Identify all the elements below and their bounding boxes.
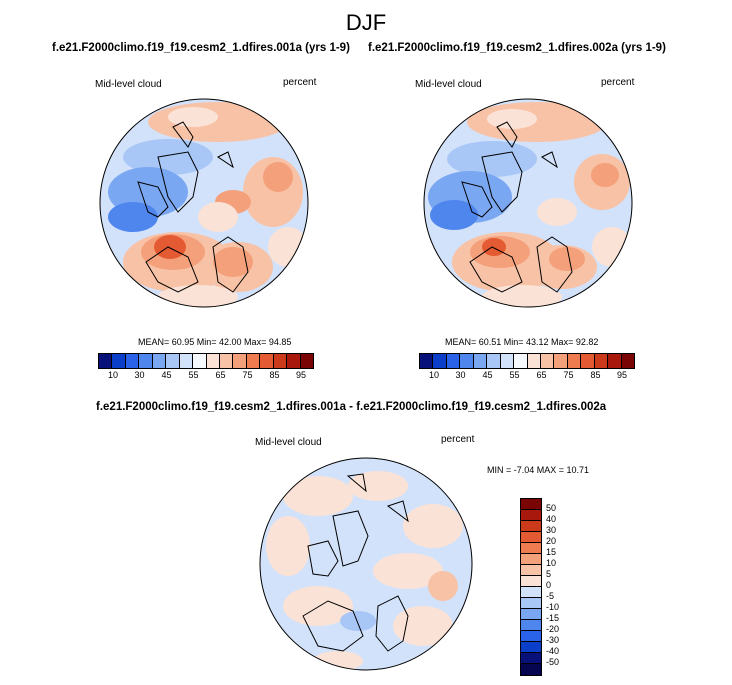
panel-left-variable: Mid-level cloud bbox=[95, 79, 162, 90]
tick: 10 bbox=[546, 558, 557, 568]
tick: 15 bbox=[546, 547, 557, 557]
case-title-diff: f.e21.F2000climo.f19_f19.cesm2_1.dfires.… bbox=[96, 401, 607, 413]
figure-title: DJF bbox=[345, 10, 387, 35]
tick: 30 bbox=[455, 370, 466, 380]
tick: 20 bbox=[546, 536, 557, 546]
tick: 5 bbox=[546, 569, 552, 579]
tick: 30 bbox=[546, 525, 557, 535]
tick: 65 bbox=[215, 370, 226, 380]
tick: -30 bbox=[546, 635, 560, 645]
map-panel-left bbox=[98, 97, 310, 309]
tick: 65 bbox=[536, 370, 547, 380]
panel-diff-units: percent bbox=[441, 434, 475, 445]
tick: 55 bbox=[188, 370, 199, 380]
tick: 0 bbox=[546, 580, 552, 590]
tick: -40 bbox=[546, 646, 560, 656]
tick: 85 bbox=[269, 370, 280, 380]
panel-diff-variable: Mid-level cloud bbox=[255, 437, 322, 448]
tick: 55 bbox=[509, 370, 520, 380]
colorbar-right-ticks: 10 30 45 55 65 75 85 95 bbox=[421, 370, 635, 380]
tick: -5 bbox=[546, 591, 555, 601]
colorbar-left-ticks: 10 30 45 55 65 75 85 95 bbox=[100, 370, 314, 380]
panel-left-units: percent bbox=[283, 77, 317, 88]
case-title-left: f.e21.F2000climo.f19_f19.cesm2_1.dfires.… bbox=[52, 42, 350, 54]
tick: -20 bbox=[546, 624, 560, 634]
tick: 75 bbox=[242, 370, 253, 380]
colorbar-left bbox=[98, 353, 314, 369]
tick: 95 bbox=[616, 370, 627, 380]
tick: 95 bbox=[295, 370, 306, 380]
tick: 10 bbox=[428, 370, 439, 380]
tick: 30 bbox=[134, 370, 145, 380]
colorbar-diff bbox=[520, 498, 542, 676]
panel-right-variable: Mid-level cloud bbox=[415, 79, 482, 90]
colorbar-diff-ticks: 50 40 30 20 15 10 5 0 -5 -10 -15 -20 -30… bbox=[546, 498, 576, 678]
stats-right: MEAN= 60.51 Min= 43.12 Max= 92.82 bbox=[445, 337, 599, 347]
map-panel-right bbox=[422, 97, 634, 309]
colorbar-right bbox=[419, 353, 635, 369]
tick: -50 bbox=[546, 657, 560, 667]
tick: 45 bbox=[161, 370, 172, 380]
tick: 45 bbox=[482, 370, 493, 380]
tick: -10 bbox=[546, 602, 560, 612]
panel-right-units: percent bbox=[601, 77, 635, 88]
tick: 50 bbox=[546, 503, 557, 513]
tick: -15 bbox=[546, 613, 560, 623]
tick: 75 bbox=[563, 370, 574, 380]
tick: 10 bbox=[107, 370, 118, 380]
diff-minmax: MIN = -7.04 MAX = 10.71 bbox=[487, 465, 590, 475]
map-panel-diff bbox=[258, 456, 474, 672]
case-title-right: f.e21.F2000climo.f19_f19.cesm2_1.dfires.… bbox=[368, 42, 666, 54]
tick: 40 bbox=[546, 514, 557, 524]
stats-left: MEAN= 60.95 Min= 42.00 Max= 94.85 bbox=[138, 337, 292, 347]
tick: 85 bbox=[590, 370, 601, 380]
